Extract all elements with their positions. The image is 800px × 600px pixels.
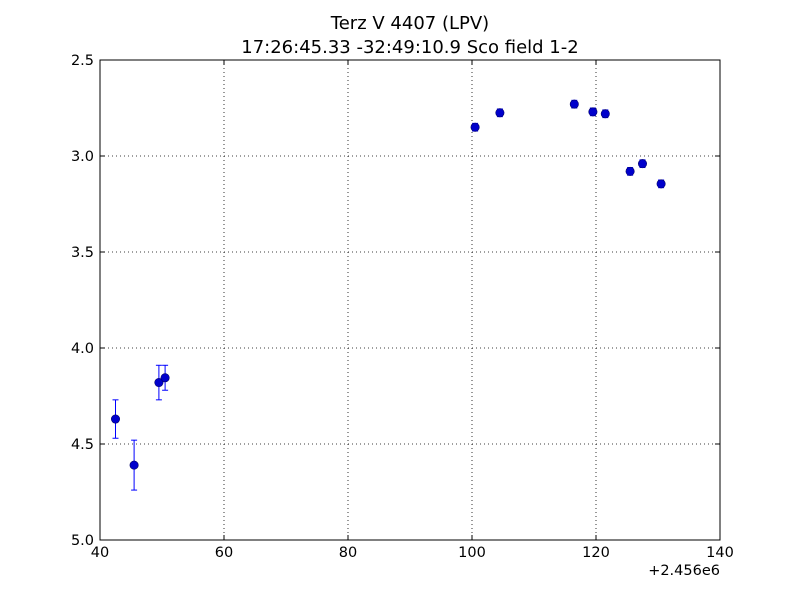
data-point-group — [111, 399, 121, 439]
data-point-group — [129, 439, 139, 491]
data-point — [588, 107, 598, 117]
data-point-group — [154, 364, 164, 401]
data-point-group — [495, 108, 505, 118]
chart-title: Terz V 4407 (LPV) — [330, 13, 489, 34]
data-point-group — [600, 109, 610, 119]
data-point-group — [470, 122, 480, 132]
data-points — [111, 99, 666, 491]
data-point-group — [588, 107, 598, 117]
x-offset-label: +2.456e6 — [648, 563, 720, 579]
data-point — [160, 373, 170, 383]
data-point — [637, 159, 647, 169]
y-tick-label: 3.0 — [71, 149, 94, 165]
data-point-group — [637, 159, 647, 169]
data-point — [154, 378, 164, 388]
grid — [100, 60, 720, 540]
y-tick-label: 4.0 — [71, 341, 94, 357]
data-point — [495, 108, 505, 118]
y-tick-label: 2.5 — [71, 53, 94, 69]
chart-subtitle: 17:26:45.33 -32:49:10.9 Sco field 1-2 — [241, 37, 578, 58]
y-tick-label: 4.5 — [71, 437, 94, 453]
data-point-group — [160, 364, 170, 391]
x-tick-label: 80 — [339, 545, 357, 561]
axis-ticks: 40 60 80 100 120 140 2.5 3.0 3.5 4.0 4.5 5.0 — [71, 53, 734, 561]
data-point — [625, 166, 635, 176]
x-tick-label: 40 — [91, 545, 109, 561]
y-tick-label: 5.0 — [71, 533, 94, 549]
data-point — [600, 109, 610, 119]
x-tick-label: 120 — [582, 545, 610, 561]
x-tick-label: 100 — [458, 545, 486, 561]
x-tick-label: 140 — [706, 545, 734, 561]
data-point-group — [569, 99, 579, 109]
data-point — [656, 179, 666, 189]
data-point-group — [656, 179, 666, 189]
data-point — [111, 414, 121, 424]
data-point — [129, 460, 139, 470]
plot-frame — [99, 59, 721, 541]
data-point — [470, 122, 480, 132]
x-tick-label: 60 — [215, 545, 233, 561]
y-tick-label: 3.5 — [71, 245, 94, 261]
data-point-group — [625, 166, 635, 176]
data-point — [569, 99, 579, 109]
